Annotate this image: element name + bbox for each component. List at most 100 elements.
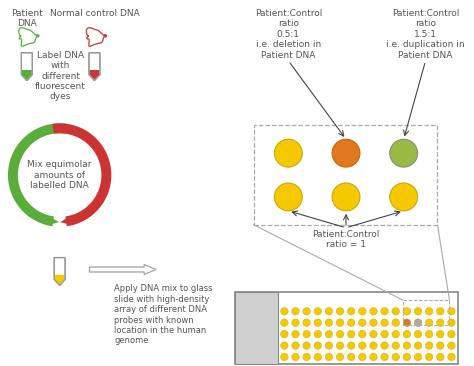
Polygon shape [60, 216, 73, 225]
Circle shape [425, 307, 433, 315]
Circle shape [403, 342, 410, 349]
Polygon shape [55, 275, 64, 284]
Circle shape [325, 319, 333, 326]
Circle shape [425, 330, 433, 338]
Text: Label DNA
with
different
fluorescent
dyes: Label DNA with different fluorescent dye… [35, 51, 86, 101]
Circle shape [447, 330, 455, 338]
Circle shape [381, 353, 388, 361]
Text: Patient:Control
ratio
1.5:1
i.e. duplication in
Patient DNA: Patient:Control ratio 1.5:1 i.e. duplica… [386, 9, 465, 60]
Circle shape [370, 319, 377, 326]
Circle shape [347, 330, 355, 338]
Circle shape [281, 307, 288, 315]
Circle shape [437, 319, 444, 326]
Circle shape [303, 319, 310, 326]
Polygon shape [22, 70, 32, 79]
Circle shape [414, 307, 422, 315]
Circle shape [325, 353, 333, 361]
Circle shape [403, 319, 410, 326]
Circle shape [358, 353, 366, 361]
Circle shape [403, 319, 410, 326]
Circle shape [347, 307, 355, 315]
Circle shape [292, 319, 299, 326]
Circle shape [447, 353, 455, 361]
Polygon shape [8, 123, 67, 226]
Circle shape [358, 319, 366, 326]
Circle shape [437, 342, 444, 349]
Text: Apply DNA mix to glass
slide with high-density
array of different DNA
probes wit: Apply DNA mix to glass slide with high-d… [114, 284, 213, 346]
Circle shape [281, 319, 288, 326]
Circle shape [274, 139, 302, 167]
Circle shape [414, 353, 422, 361]
Circle shape [437, 353, 444, 361]
Circle shape [358, 342, 366, 349]
FancyArrow shape [90, 265, 156, 274]
Circle shape [437, 330, 444, 338]
Circle shape [314, 307, 321, 315]
Text: Patient:Control
ratio = 1: Patient:Control ratio = 1 [312, 230, 380, 249]
Polygon shape [89, 53, 100, 81]
Circle shape [325, 307, 333, 315]
Circle shape [347, 342, 355, 349]
Circle shape [347, 319, 355, 326]
Circle shape [292, 353, 299, 361]
Bar [254, 125, 438, 225]
Circle shape [303, 330, 310, 338]
Text: Patient:Control
ratio
0.5:1
i.e. deletion in
Patient DNA: Patient:Control ratio 0.5:1 i.e. deletio… [255, 9, 322, 60]
Circle shape [392, 307, 400, 315]
Circle shape [381, 342, 388, 349]
Circle shape [403, 330, 410, 338]
Circle shape [392, 342, 400, 349]
Circle shape [392, 319, 400, 326]
Bar [235, 292, 278, 364]
Circle shape [403, 307, 410, 315]
Circle shape [392, 353, 400, 361]
Circle shape [370, 353, 377, 361]
Circle shape [332, 183, 360, 211]
Circle shape [336, 319, 344, 326]
Circle shape [281, 330, 288, 338]
Bar [403, 300, 449, 325]
Text: Mix equimolar
amounts of
labelled DNA: Mix equimolar amounts of labelled DNA [27, 160, 92, 190]
Circle shape [292, 307, 299, 315]
Circle shape [303, 307, 310, 315]
Circle shape [370, 307, 377, 315]
Circle shape [447, 342, 455, 349]
Circle shape [390, 183, 418, 211]
Circle shape [381, 330, 388, 338]
Circle shape [292, 342, 299, 349]
Circle shape [336, 330, 344, 338]
Circle shape [370, 330, 377, 338]
Circle shape [370, 342, 377, 349]
Polygon shape [53, 123, 111, 226]
Circle shape [332, 139, 360, 167]
Circle shape [314, 353, 321, 361]
Circle shape [325, 330, 333, 338]
Circle shape [414, 330, 422, 338]
Circle shape [281, 342, 288, 349]
Circle shape [292, 330, 299, 338]
Circle shape [381, 307, 388, 315]
Circle shape [314, 319, 321, 326]
Polygon shape [54, 258, 65, 285]
Circle shape [447, 319, 455, 326]
Circle shape [447, 307, 455, 315]
Circle shape [358, 330, 366, 338]
Circle shape [403, 353, 410, 361]
Circle shape [381, 319, 388, 326]
Circle shape [358, 307, 366, 315]
Polygon shape [46, 216, 59, 225]
Circle shape [437, 307, 444, 315]
Circle shape [347, 353, 355, 361]
Circle shape [336, 353, 344, 361]
Circle shape [274, 183, 302, 211]
Polygon shape [21, 53, 32, 81]
Polygon shape [90, 70, 100, 79]
Circle shape [303, 353, 310, 361]
Circle shape [281, 353, 288, 361]
Circle shape [414, 319, 422, 326]
Circle shape [414, 342, 422, 349]
Circle shape [325, 342, 333, 349]
Circle shape [336, 307, 344, 315]
Circle shape [425, 353, 433, 361]
Text: Patient
DNA: Patient DNA [11, 9, 43, 29]
